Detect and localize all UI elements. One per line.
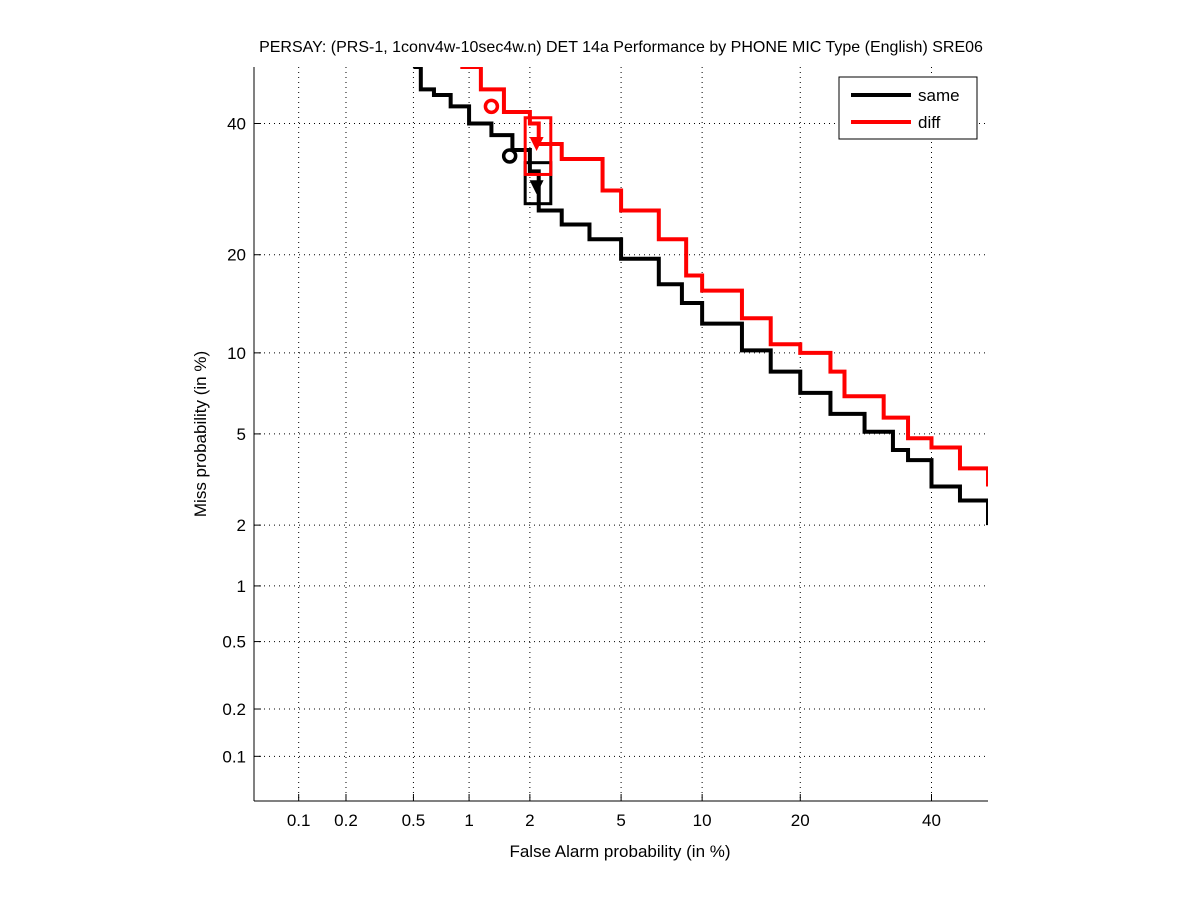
y-tick-label: 0.5 — [222, 633, 246, 652]
act-dcf-marker-diff — [529, 136, 544, 151]
x-tick-label: 20 — [791, 811, 810, 830]
axes — [253, 67, 988, 802]
series-group — [413, 67, 988, 526]
y-tick-label: 40 — [227, 115, 246, 134]
min-dcf-marker-same — [501, 148, 518, 164]
y-tick-labels: 0.1 0.2 0.5 1 2 5 10 20 40 — [222, 115, 246, 767]
det-curve-diff — [460, 67, 988, 487]
det-curve-same — [413, 67, 988, 526]
min-dcf-marker-diff — [483, 98, 500, 115]
y-tick-label: 5 — [237, 425, 246, 444]
y-tick-label: 10 — [227, 344, 246, 363]
y-axis-label: Miss probability (in %) — [191, 351, 210, 517]
y-tick-label: 0.2 — [222, 700, 246, 719]
x-tick-label: 2 — [525, 811, 534, 830]
legend[interactable]: same diff — [838, 76, 978, 140]
y-tick-label: 2 — [237, 516, 246, 535]
x-tick-label: 0.5 — [402, 811, 426, 830]
y-tick-label: 20 — [227, 246, 246, 265]
x-tick-label: 10 — [693, 811, 712, 830]
act-dcf-box-same — [523, 161, 553, 206]
legend-label-diff: diff — [918, 113, 941, 132]
y-tick-label: 0.1 — [222, 747, 246, 766]
legend-box — [838, 76, 978, 140]
x-tick-label: 5 — [616, 811, 625, 830]
x-axis-label: False Alarm probability (in %) — [509, 842, 730, 861]
act-dcf-marker-same — [529, 180, 544, 195]
x-tick-label: 40 — [922, 811, 941, 830]
x-tick-label: 0.1 — [287, 811, 311, 830]
series-diff — [460, 67, 988, 487]
act-dcf-box-diff — [523, 116, 553, 176]
grid — [254, 67, 988, 801]
y-tick-label: 1 — [237, 577, 246, 596]
x-tick-label: 1 — [464, 811, 473, 830]
chart-title: PERSAY: (PRS-1, 1conv4w-10sec4w.n) DET 1… — [259, 39, 983, 56]
series-same — [413, 67, 988, 526]
legend-label-same: same — [918, 86, 960, 105]
x-tick-label: 0.2 — [334, 811, 358, 830]
x-tick-labels: 0.1 0.2 0.5 1 2 5 10 20 40 — [287, 811, 941, 830]
